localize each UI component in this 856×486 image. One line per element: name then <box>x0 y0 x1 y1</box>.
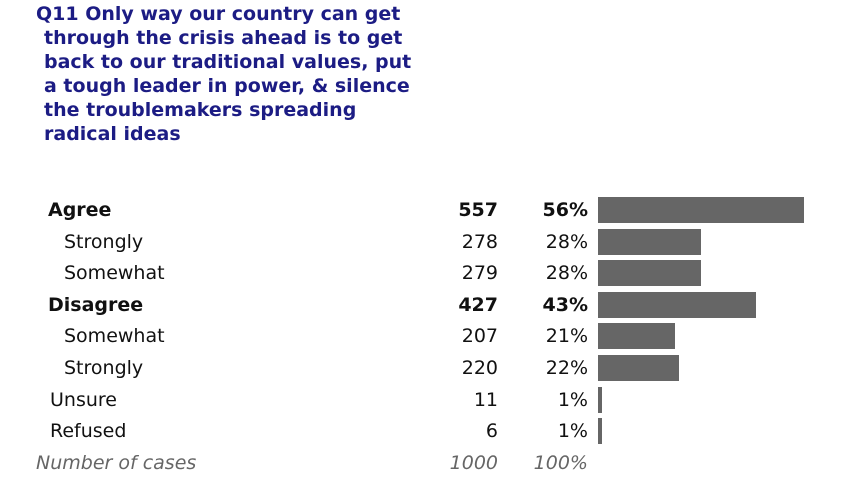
count: 279 <box>461 262 498 285</box>
question-title: Q11 Only way our country can get through… <box>36 3 412 145</box>
bar <box>598 386 602 413</box>
bar <box>598 355 679 381</box>
row-label: Agree <box>48 199 112 221</box>
row-label: Strongly <box>64 230 144 253</box>
count: 220 <box>461 357 498 379</box>
bar <box>598 260 702 287</box>
row-label: Unsure <box>50 388 117 411</box>
percent: 56% <box>542 199 588 221</box>
count: 1000 <box>449 451 498 474</box>
row-label: Strongly <box>64 357 144 379</box>
count: 6 <box>485 420 498 443</box>
count: 427 <box>458 293 498 316</box>
percent: 22% <box>545 357 588 379</box>
count: 11 <box>473 388 498 411</box>
row-label: Number of cases <box>36 451 197 474</box>
count: 557 <box>458 199 498 221</box>
percent: 28% <box>545 230 588 253</box>
percent: 21% <box>545 325 588 348</box>
bar <box>598 197 805 223</box>
percent: 1% <box>557 388 588 411</box>
percent: 1% <box>557 420 588 443</box>
bar <box>598 418 602 445</box>
count: 207 <box>461 325 498 348</box>
row-label: Somewhat <box>64 325 165 348</box>
bar <box>598 291 757 318</box>
row-label: Disagree <box>48 293 144 316</box>
percent: 100% <box>533 451 588 474</box>
bar <box>598 323 676 350</box>
row-label: Somewhat <box>64 262 165 285</box>
percent: 28% <box>545 262 588 285</box>
percent: 43% <box>542 293 588 316</box>
count: 278 <box>461 230 498 253</box>
row-label: Refused <box>50 420 127 443</box>
bar <box>598 228 702 255</box>
